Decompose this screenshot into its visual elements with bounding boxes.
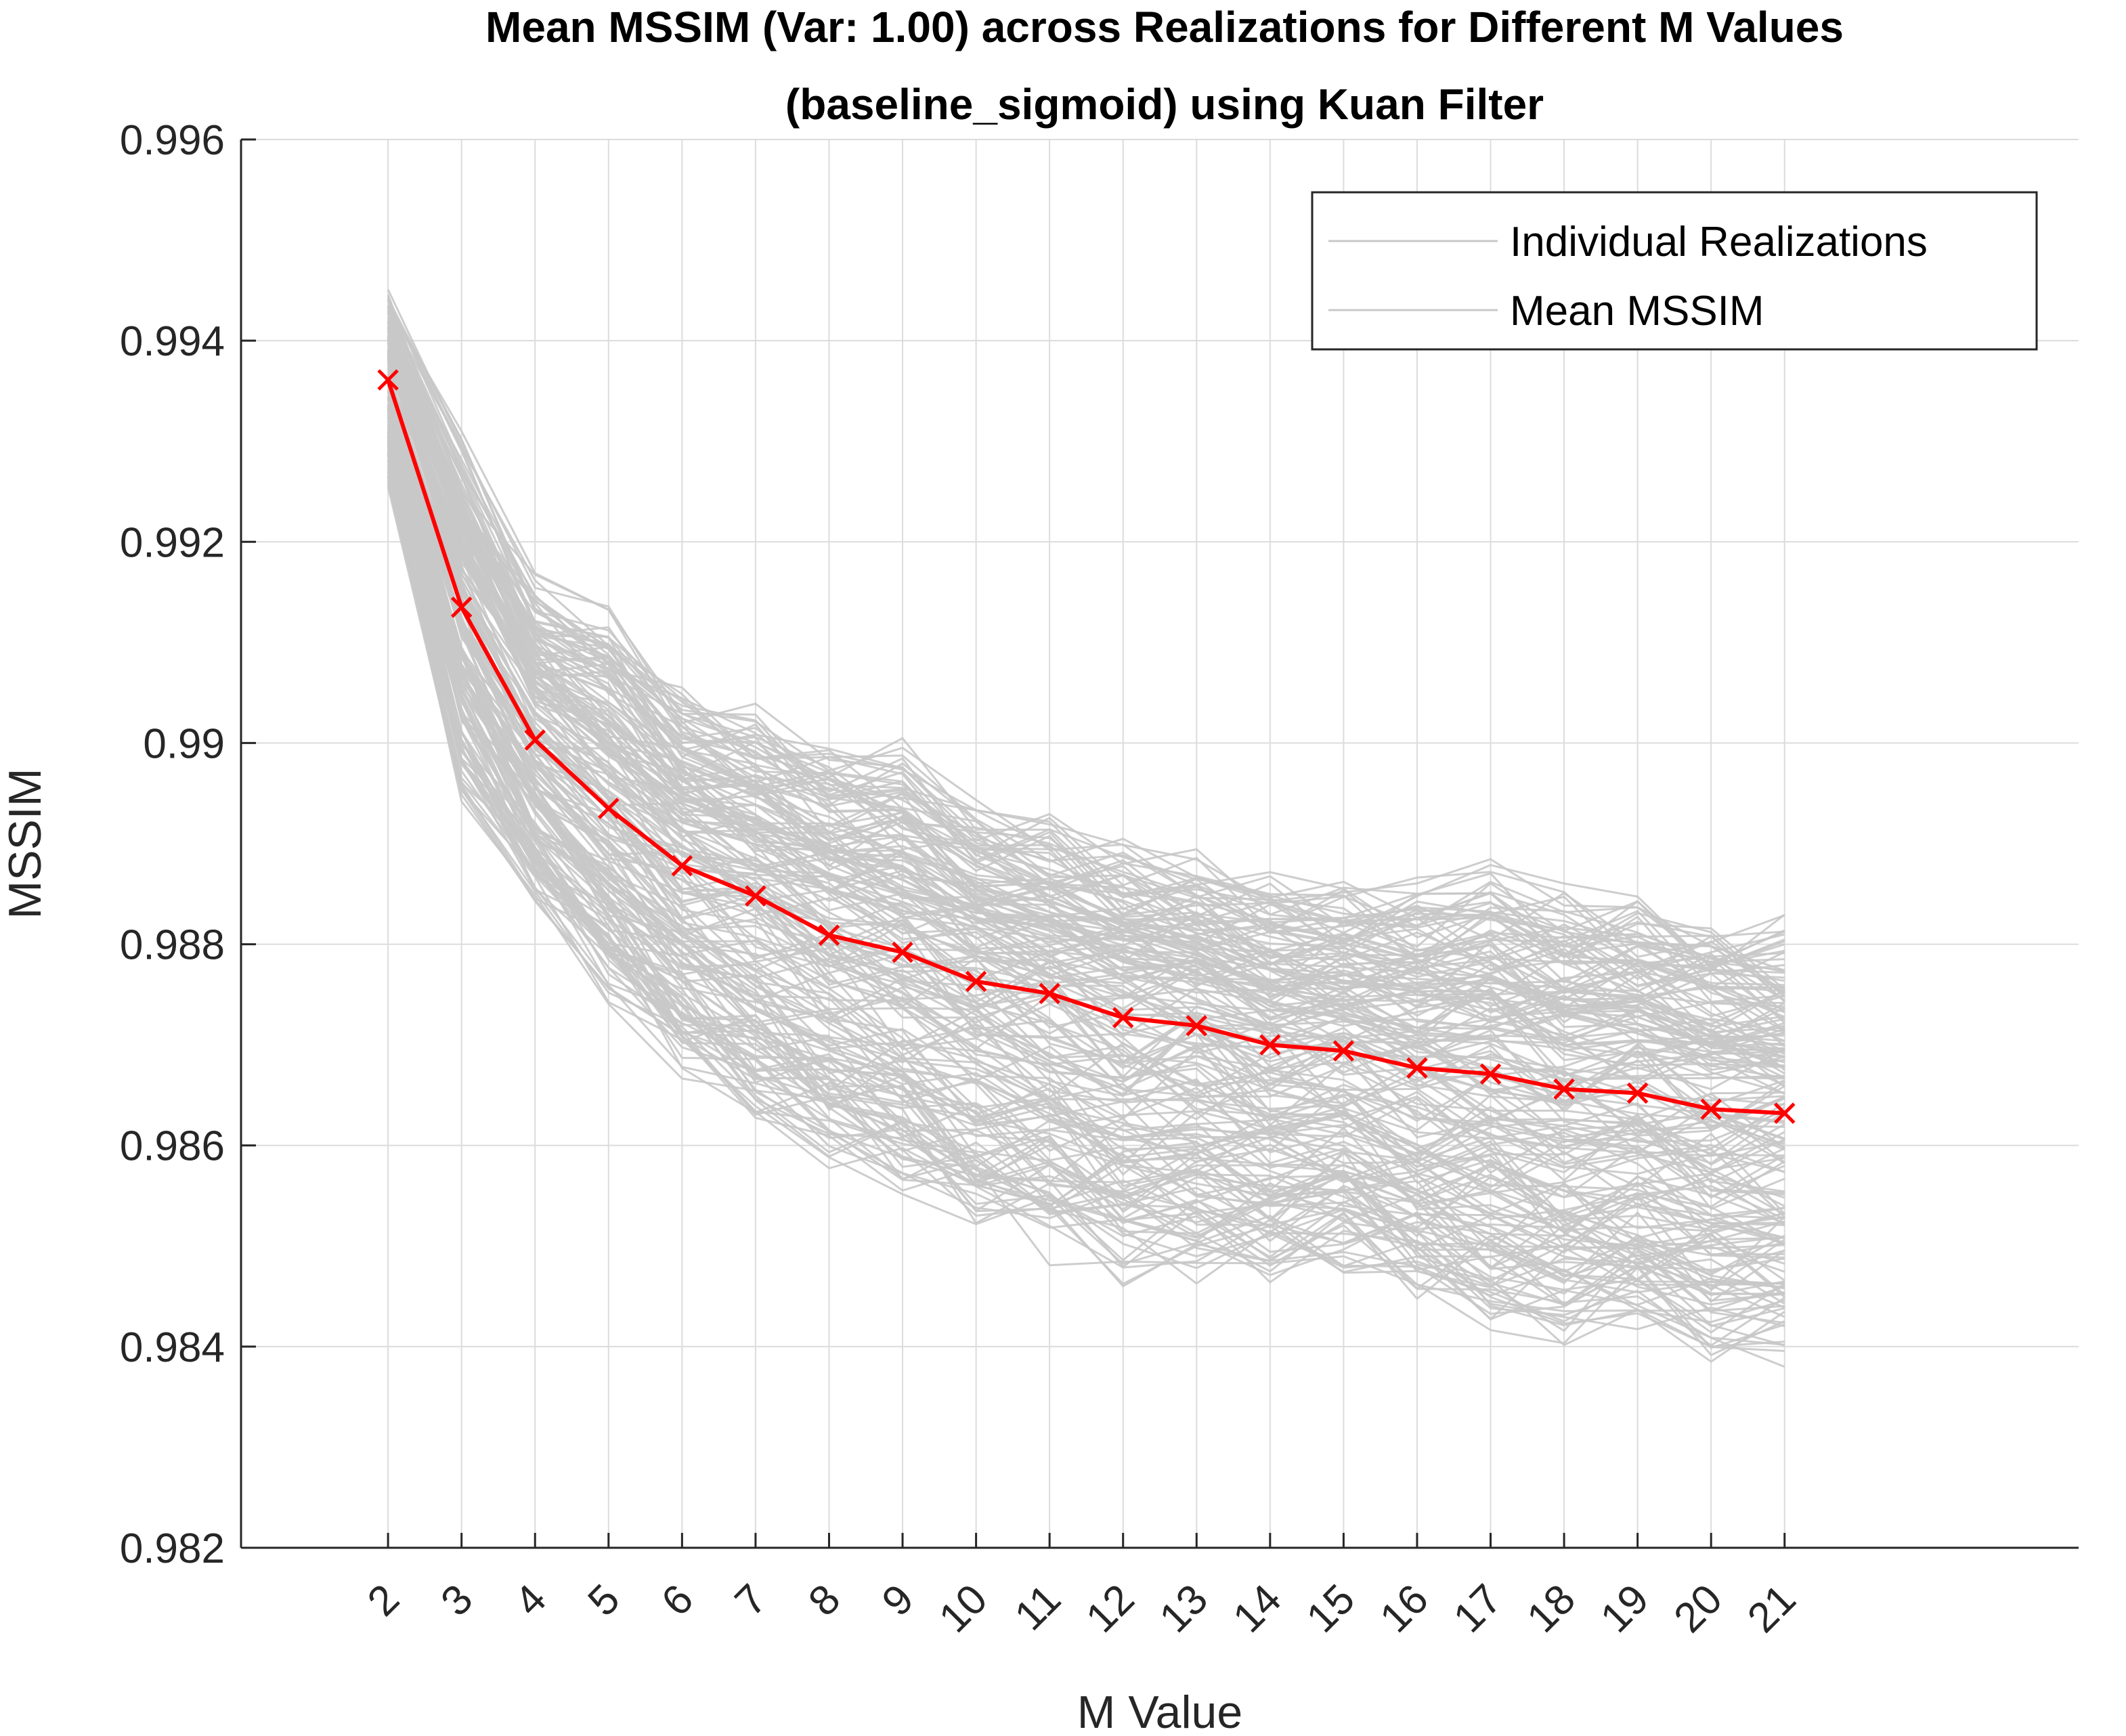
mean-marker-7 <box>745 885 766 907</box>
realization-line <box>387 411 1785 1199</box>
realization-line <box>387 432 1785 1312</box>
y-tick-label: 0.994 <box>120 318 225 365</box>
realization-line <box>387 404 1785 1217</box>
mean-mssim-line <box>386 379 1785 1116</box>
chart-subtitle: (baseline_sigmoid) using Kuan Filter <box>785 80 1544 129</box>
mean-marker-21 <box>1773 1102 1796 1124</box>
y-tick-label: 0.99 <box>143 720 225 767</box>
realization-line <box>387 475 1785 1328</box>
realization-line <box>387 330 1785 1003</box>
x-axis-label: M Value <box>1077 1687 1242 1736</box>
y-tick-label: 0.982 <box>120 1525 225 1572</box>
legend-label-realizations: Individual Realizations <box>1510 219 1928 265</box>
realization-line <box>387 480 1785 1348</box>
mean-marker-3 <box>450 596 473 618</box>
mean-marker-20 <box>1700 1098 1722 1120</box>
realization-line <box>387 376 1785 1091</box>
realization-lines <box>387 288 1785 1368</box>
realization-line <box>387 296 1785 993</box>
realization-line <box>387 311 1785 968</box>
y-tick-label: 0.996 <box>120 117 225 164</box>
realization-line <box>387 378 1785 1093</box>
mean-marker-4 <box>524 729 546 751</box>
realization-line <box>387 413 1785 1207</box>
mean-marker-8 <box>818 924 840 946</box>
realization-line <box>387 459 1785 1347</box>
realization-line <box>387 316 1785 1003</box>
realization-line <box>387 338 1785 1024</box>
realization-line <box>387 406 1785 1153</box>
realization-line <box>387 464 1785 1368</box>
realization-line <box>387 452 1785 1257</box>
realization-line <box>387 417 1785 1173</box>
realization-line <box>387 407 1785 1199</box>
realization-line <box>387 436 1785 1303</box>
realization-line <box>387 357 1785 1057</box>
realization-line <box>387 352 1785 1068</box>
mean-marker-12 <box>1112 1007 1134 1028</box>
y-tick-label: 0.984 <box>120 1324 225 1371</box>
realization-line <box>387 304 1785 969</box>
realization-line <box>387 368 1785 1150</box>
realization-line <box>387 395 1785 1196</box>
realization-line <box>387 389 1785 1129</box>
realization-line <box>387 445 1785 1346</box>
y-axis-label: MSSIM <box>0 768 51 919</box>
mean-marker-13 <box>1186 1015 1208 1037</box>
y-tick-label: 0.992 <box>120 519 225 566</box>
y-tick-labels: 0.982 0.984 0.986 0.988 0.99 0.992 0.994 0.996 <box>120 117 225 1572</box>
realization-line <box>387 298 1785 973</box>
realization-line <box>387 358 1785 1068</box>
realization-line <box>387 319 1785 988</box>
chart-title: Mean MSSIM (Var: 1.00) across Realizatio… <box>485 3 1844 51</box>
mean-marker-16 <box>1406 1057 1428 1079</box>
axes <box>240 138 2079 1549</box>
realization-line <box>387 460 1785 1321</box>
mean-marker-11 <box>1039 982 1060 1005</box>
mean-marker-5 <box>598 798 620 819</box>
legend-box <box>1311 191 2038 351</box>
mean-marker-17 <box>1479 1063 1502 1085</box>
realization-line <box>387 440 1785 1290</box>
realization-line <box>387 433 1785 1273</box>
realization-line <box>387 439 1785 1299</box>
realization-line <box>387 375 1785 1137</box>
realization-line <box>387 323 1785 1018</box>
legend-label-mean: Mean MSSIM <box>1510 288 1764 334</box>
realization-line <box>387 408 1785 1175</box>
realization-line <box>387 473 1785 1326</box>
realization-line <box>387 381 1785 1157</box>
realization-line <box>387 383 1785 1128</box>
realization-line <box>387 330 1785 1048</box>
mean-marker-6 <box>671 854 693 877</box>
y-tick-label: 0.986 <box>120 1123 225 1170</box>
realization-line <box>387 426 1785 1232</box>
realization-line <box>387 305 1785 982</box>
legend: Individual Realizations Mean MSSIM <box>1311 191 2038 351</box>
realization-line <box>387 431 1785 1276</box>
mean-marker-2 <box>377 369 399 391</box>
mean-marker-15 <box>1332 1040 1355 1062</box>
y-tick-label: 0.988 <box>120 922 225 969</box>
realization-line <box>387 448 1785 1318</box>
mean-marker-9 <box>892 941 913 963</box>
realization-line <box>387 304 1785 975</box>
mean-marker-19 <box>1626 1082 1649 1104</box>
mean-marker-18 <box>1553 1078 1575 1100</box>
realization-line <box>387 335 1785 1028</box>
realization-line <box>387 353 1785 1094</box>
realization-line <box>387 326 1785 973</box>
realization-line <box>387 351 1785 1071</box>
realization-line <box>387 312 1785 1021</box>
realization-line <box>387 335 1785 1035</box>
realization-line <box>387 300 1785 958</box>
realization-line <box>387 327 1785 989</box>
mean-marker-10 <box>965 970 987 993</box>
mean-marker-14 <box>1259 1034 1281 1056</box>
realization-line <box>387 395 1785 1175</box>
mean-series <box>377 369 1796 1124</box>
realization-line <box>387 337 1785 1046</box>
